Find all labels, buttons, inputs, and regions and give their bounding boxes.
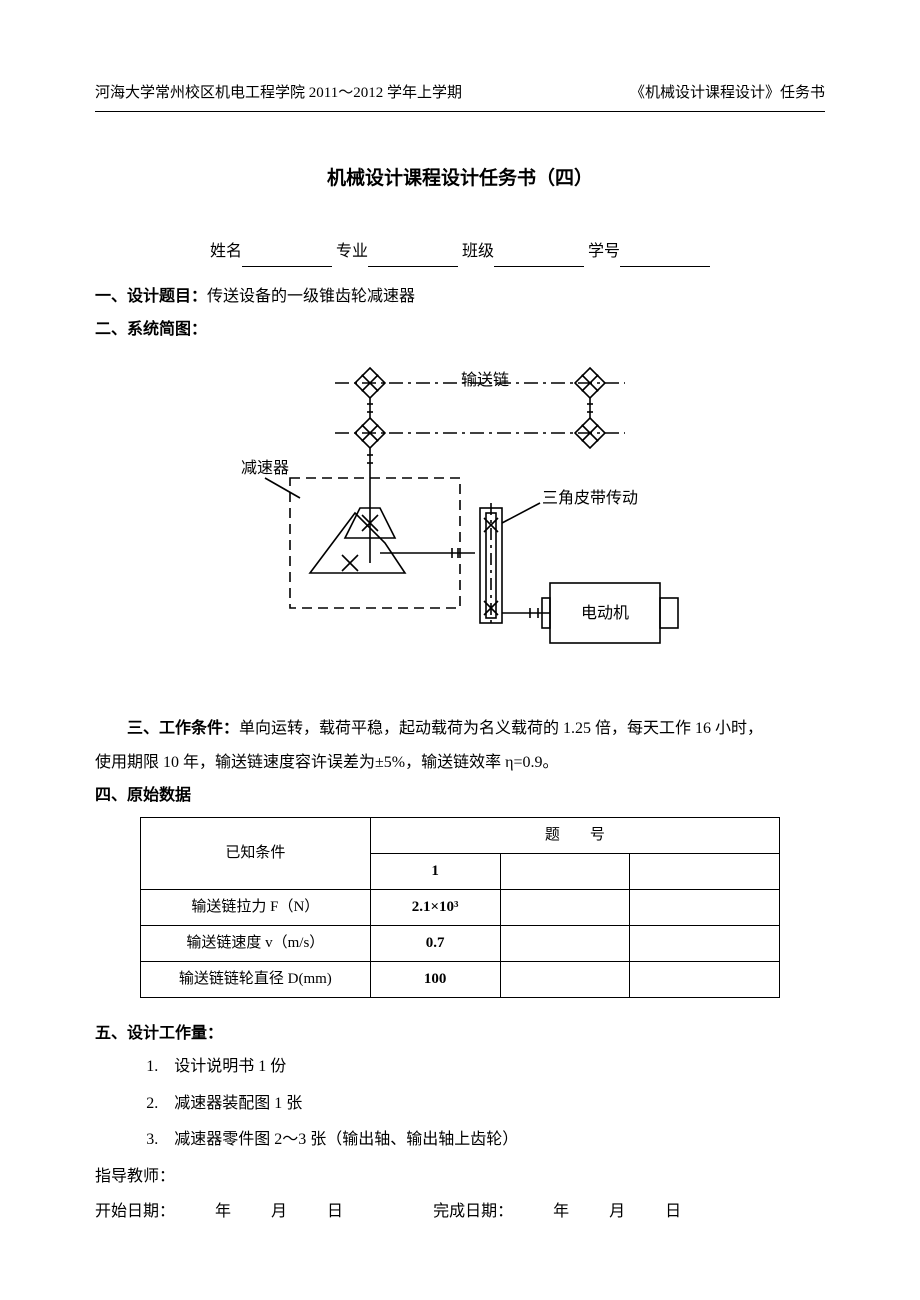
topic-header: 题 号 <box>370 817 779 853</box>
table-row: 输送链链轮直径 D(mm) 100 <box>141 961 780 997</box>
page-title: 机械设计课程设计任务书（四） <box>95 162 825 196</box>
section-4: 四、原始数据 <box>95 782 825 811</box>
svg-text:输送链: 输送链 <box>461 371 509 389</box>
sec3-text2: 使用期限 10 年，输送链速度容许误差为±5%，输送链效率 η=0.9。 <box>95 749 825 778</box>
data-table: 已知条件 题 号 1 输送链拉力 F（N） 2.1×10³ 输送链速度 v（m/… <box>140 817 780 998</box>
row-label: 输送链链轮直径 D(mm) <box>141 961 371 997</box>
svg-text:电动机: 电动机 <box>581 604 629 622</box>
table-row: 已知条件 题 号 <box>141 817 780 853</box>
row-val <box>630 961 780 997</box>
name-blank <box>242 249 332 267</box>
col-3 <box>630 853 780 889</box>
major-blank <box>368 249 458 267</box>
sec3-label: 三、工作条件： <box>127 720 239 737</box>
list-item: 3. 减速器零件图 2～3 张（输出轴、输出轴上齿轮） <box>146 1126 825 1155</box>
id-blank <box>620 249 710 267</box>
section-2: 二、系统简图： <box>95 316 825 345</box>
section-5: 五、设计工作量： <box>95 1020 825 1049</box>
sec3-text1: 单向运转，载荷平稳，起动载荷为名义载荷的 1.25 倍，每天工作 16 小时， <box>239 720 763 737</box>
row-val: 2.1×10³ <box>370 889 500 925</box>
teacher-line: 指导教师： <box>95 1163 825 1192</box>
class-blank <box>494 249 584 267</box>
svg-text:减速器: 减速器 <box>241 459 289 477</box>
start-date: 开始日期： 年 月 日 <box>95 1198 343 1227</box>
diagram-svg: 输送链减速器三角皮带传动电动机 <box>230 363 690 693</box>
row-val <box>500 961 630 997</box>
table-row: 输送链速度 v（m/s） 0.7 <box>141 925 780 961</box>
end-date: 完成日期： 年 月 日 <box>433 1198 681 1227</box>
student-info-row: 姓名 专业 班级 学号 <box>95 238 825 267</box>
header-right: 《机械设计课程设计》任务书 <box>630 80 825 107</box>
header-left: 河海大学常州校区机电工程学院 2011～2012 学年上学期 <box>95 80 462 107</box>
class-label: 班级 <box>462 243 494 260</box>
row-label: 输送链速度 v（m/s） <box>141 925 371 961</box>
row-val <box>500 925 630 961</box>
name-label: 姓名 <box>210 243 242 260</box>
row-val: 0.7 <box>370 925 500 961</box>
id-label: 学号 <box>588 243 620 260</box>
system-diagram: 输送链减速器三角皮带传动电动机 <box>95 363 825 693</box>
section-1: 一、设计题目：传送设备的一级锥齿轮减速器 <box>95 283 825 312</box>
sec1-label: 一、设计题目： <box>95 288 207 305</box>
sec1-text: 传送设备的一级锥齿轮减速器 <box>207 288 415 305</box>
row-val <box>500 889 630 925</box>
section-3: 三、工作条件：单向运转，载荷平稳，起动载荷为名义载荷的 1.25 倍，每天工作 … <box>95 715 825 779</box>
svg-text:三角皮带传动: 三角皮带传动 <box>542 489 638 507</box>
date-row: 开始日期： 年 月 日 完成日期： 年 月 日 <box>95 1198 825 1227</box>
row-val <box>630 889 780 925</box>
table-row: 输送链拉力 F（N） 2.1×10³ <box>141 889 780 925</box>
major-label: 专业 <box>336 243 368 260</box>
row-label: 输送链拉力 F（N） <box>141 889 371 925</box>
sec2-label: 二、系统简图： <box>95 321 207 338</box>
col-1: 1 <box>370 853 500 889</box>
list-item: 1. 设计说明书 1 份 <box>146 1053 825 1082</box>
list-item: 2. 减速器装配图 1 张 <box>146 1090 825 1119</box>
cond-header: 已知条件 <box>141 817 371 889</box>
col-2 <box>500 853 630 889</box>
page-header: 河海大学常州校区机电工程学院 2011～2012 学年上学期 《机械设计课程设计… <box>95 80 825 112</box>
row-val: 100 <box>370 961 500 997</box>
row-val <box>630 925 780 961</box>
